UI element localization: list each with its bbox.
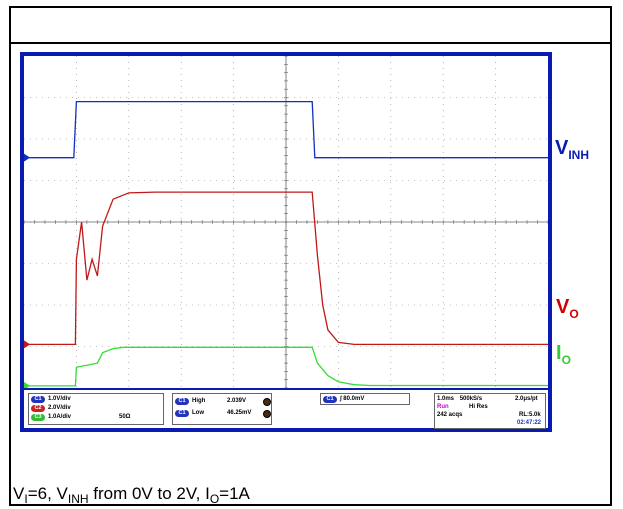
channel-settings-box: C1 1.0V/div C2 2.0V/div C3 1.0A/div 50Ω <box>28 393 164 425</box>
waveform-plot <box>23 55 549 390</box>
c3-badge: C3 <box>31 414 45 421</box>
c2-badge: C2 <box>31 405 45 412</box>
run-state: Run <box>437 404 449 410</box>
timebase-rate: 1.0ms <box>437 396 455 402</box>
knob-icon[interactable] <box>263 410 271 418</box>
readout-panel: C1 1.0V/div C2 2.0V/div C3 1.0A/div 50Ω C1 Hi… <box>24 388 548 429</box>
measure-high-name: High <box>192 398 206 404</box>
series-vinh-ground-marker <box>24 153 30 162</box>
measure-high-badge: C1 <box>175 398 189 405</box>
oscilloscope-screen <box>23 55 549 390</box>
series-vo-ground-marker <box>24 340 30 349</box>
figure-header-bar <box>11 8 610 44</box>
measure-high-row: C1 High 2.039V <box>175 398 271 406</box>
measure-low-row: C1 Low 46.25mV <box>175 410 271 418</box>
measure-low-badge: C1 <box>175 410 189 417</box>
acq-count-row: 242 acqs RL:5.0k <box>437 412 545 420</box>
c2-scale: 2.0V/div <box>48 405 71 411</box>
measure-low-name: Low <box>192 410 204 416</box>
acq-mode: Hi Res <box>469 404 488 410</box>
c3-scale: 1.0A/div <box>48 414 72 420</box>
trigger-box: C1 ∫ 80.0mV <box>320 393 410 405</box>
c1-badge: C1 <box>31 396 45 403</box>
series-vo-line <box>24 191 548 346</box>
series-io-ground-marker <box>24 381 30 390</box>
channel-3-row: C3 1.0A/div 50Ω <box>31 414 161 422</box>
trigger-badge: C1 <box>323 396 337 403</box>
sample-rate: 500kS/s <box>459 396 483 402</box>
measurement-box: C1 High 2.039V C1 Low 46.25mV <box>172 393 272 425</box>
acq-state-row: Run Hi Res <box>437 404 545 412</box>
trigger-row: C1 ∫ 80.0mV <box>323 396 364 404</box>
measure-low-value: 46.25mV <box>227 410 252 416</box>
time-per-point: 2.0μs/pt <box>515 396 538 402</box>
io-label: IO <box>556 342 571 367</box>
clock-row: 02:47:22 <box>437 420 545 428</box>
knob-icon[interactable] <box>263 398 271 406</box>
series-vinh-line <box>24 100 548 159</box>
timebase-box: 1.0ms 500kS/s 2.0μs/pt Run Hi Res 242 acqs… <box>434 393 546 429</box>
channel-1-row: C1 1.0V/div <box>31 396 71 404</box>
acq-count: 242 acqs <box>437 412 463 418</box>
vo-label: VO <box>556 296 579 321</box>
channel-2-row: C2 2.0V/div <box>31 405 71 413</box>
vinh-label: VINH <box>555 137 590 162</box>
series-io-line <box>24 346 548 387</box>
timebase-row: 1.0ms 500kS/s 2.0μs/pt <box>437 396 545 404</box>
figure-frame: VI=6, VINH from 0V to 2V, IO=1A <box>9 6 612 506</box>
figure-caption: VI=6, VINH from 0V to 2V, IO=1A <box>13 484 250 506</box>
measure-high-value: 2.039V <box>227 398 247 404</box>
c1-scale: 1.0V/div <box>48 396 71 402</box>
trigger-level: ∫ 80.0mV <box>340 396 365 402</box>
record-length: RL:5.0k <box>519 412 541 418</box>
c3-impedance: 50Ω <box>119 414 131 420</box>
clock-time: 02:47:22 <box>517 420 542 426</box>
